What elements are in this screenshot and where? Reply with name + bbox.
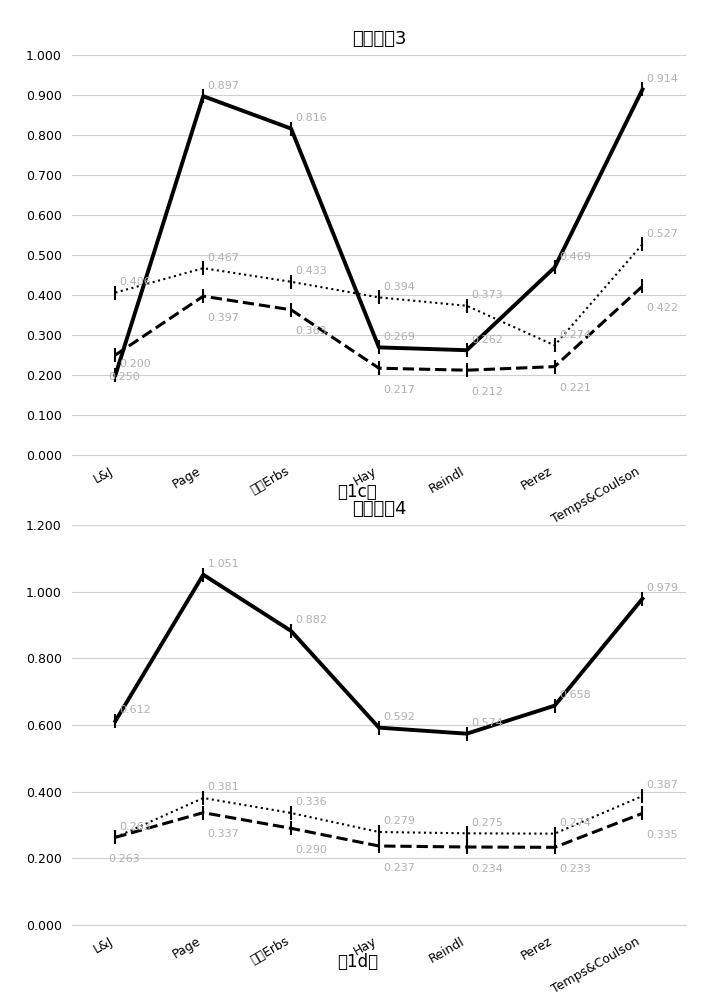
Text: 0.335: 0.335: [646, 830, 679, 840]
NRMSE: [551, 339, 559, 351]
NRMSE: [375, 826, 383, 838]
Text: 0.816: 0.816: [295, 113, 327, 123]
Text: 0.433: 0.433: [295, 266, 327, 276]
NRMSE: [199, 792, 207, 804]
Text: 0.363: 0.363: [295, 326, 327, 336]
Line: MAPE: MAPE: [109, 279, 649, 377]
Text: 1.051: 1.051: [207, 559, 239, 569]
MBE: [638, 593, 647, 605]
MBE: [199, 569, 207, 581]
Text: 0.250: 0.250: [109, 372, 140, 382]
Text: 0.237: 0.237: [383, 863, 415, 873]
MAPE: [287, 304, 295, 316]
Text: 0.217: 0.217: [383, 385, 415, 395]
MBE: [638, 83, 647, 95]
Text: 0.381: 0.381: [207, 782, 240, 792]
MAPE: [199, 807, 207, 819]
Text: 0.897: 0.897: [207, 81, 240, 91]
MBE: [199, 90, 207, 102]
Text: 0.336: 0.336: [295, 797, 327, 807]
MAPE: [375, 840, 383, 852]
Text: 0.574: 0.574: [471, 718, 503, 728]
MBE: [551, 700, 559, 712]
NRMSE: [287, 807, 295, 819]
NRMSE: [287, 276, 295, 288]
MAPE: [551, 841, 559, 853]
Text: 0.387: 0.387: [646, 780, 679, 790]
MBE: [287, 123, 295, 135]
Text: （1c）: （1c）: [337, 483, 378, 501]
Text: 0.658: 0.658: [559, 690, 591, 700]
NRMSE: [111, 287, 119, 299]
Text: 0.979: 0.979: [646, 583, 679, 593]
Text: 0.263: 0.263: [109, 854, 140, 864]
NRMSE: [111, 831, 119, 843]
Text: 0.233: 0.233: [559, 864, 591, 874]
MBE: [287, 625, 295, 637]
Title: 天气类型4: 天气类型4: [352, 500, 406, 518]
MBE: [551, 261, 559, 273]
MBE: [463, 728, 471, 740]
Text: 0.274: 0.274: [559, 818, 591, 828]
Text: 0.397: 0.397: [207, 313, 240, 323]
Text: 0.469: 0.469: [559, 252, 591, 262]
Text: 0.274: 0.274: [559, 330, 591, 340]
Text: 0.394: 0.394: [383, 282, 415, 292]
Text: 0.275: 0.275: [471, 818, 503, 828]
MAPE: [375, 362, 383, 374]
Line: NRMSE: NRMSE: [109, 237, 649, 352]
MBE: [111, 369, 119, 381]
MAPE: [287, 822, 295, 834]
Line: MBE: MBE: [109, 82, 649, 382]
Text: 0.612: 0.612: [119, 705, 152, 715]
Text: 0.914: 0.914: [646, 74, 679, 84]
Text: 0.262: 0.262: [471, 335, 503, 345]
NRMSE: [199, 262, 207, 274]
MAPE: [638, 807, 647, 819]
Text: 0.422: 0.422: [646, 303, 679, 313]
Text: 0.290: 0.290: [295, 845, 327, 855]
Text: 0.337: 0.337: [207, 829, 240, 839]
NRMSE: [463, 827, 471, 839]
NRMSE: [375, 291, 383, 303]
Line: MBE: MBE: [109, 568, 649, 741]
Legend: MAPE, NRMSE, MBE: MAPE, NRMSE, MBE: [220, 575, 538, 601]
NRMSE: [551, 828, 559, 840]
Text: 0.882: 0.882: [295, 615, 327, 625]
Text: 0.269: 0.269: [383, 332, 415, 342]
Text: 0.221: 0.221: [559, 383, 591, 393]
MAPE: [638, 280, 647, 292]
MAPE: [111, 831, 119, 843]
NRMSE: [638, 238, 647, 250]
MAPE: [199, 290, 207, 302]
Text: 0.263: 0.263: [119, 822, 152, 832]
Line: MAPE: MAPE: [109, 806, 649, 854]
Text: 0.212: 0.212: [471, 387, 503, 397]
MAPE: [551, 361, 559, 373]
Text: 0.406: 0.406: [119, 277, 152, 287]
NRMSE: [638, 790, 647, 802]
MBE: [375, 722, 383, 734]
NRMSE: [463, 300, 471, 312]
Text: （1d）: （1d）: [337, 953, 378, 971]
Text: 0.200: 0.200: [119, 359, 152, 369]
MBE: [375, 341, 383, 353]
Text: 0.234: 0.234: [471, 864, 503, 874]
MAPE: [111, 349, 119, 361]
MBE: [111, 715, 119, 727]
Text: 0.373: 0.373: [471, 290, 503, 300]
MAPE: [463, 841, 471, 853]
Text: 0.592: 0.592: [383, 712, 415, 722]
Text: 0.527: 0.527: [646, 229, 679, 239]
Title: 天气类型3: 天气类型3: [352, 30, 406, 48]
MBE: [463, 344, 471, 356]
Text: 0.467: 0.467: [207, 253, 240, 263]
Line: NRMSE: NRMSE: [109, 789, 649, 844]
MAPE: [463, 364, 471, 376]
Text: 0.279: 0.279: [383, 816, 415, 826]
